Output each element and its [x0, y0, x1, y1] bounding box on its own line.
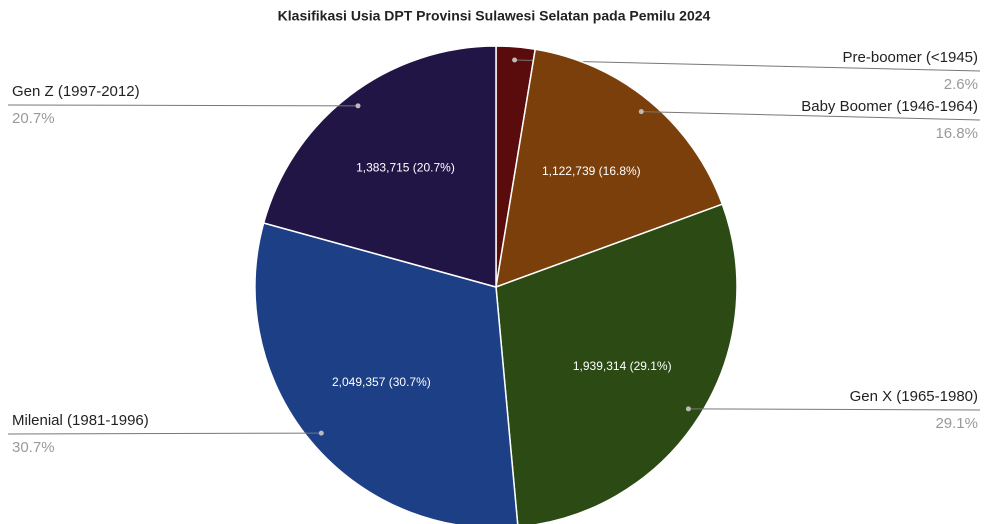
legend-label: Pre-boomer (<1945) — [843, 49, 978, 66]
leader-dot — [512, 57, 518, 63]
percent-label: 16.8% — [935, 125, 978, 142]
leader-line — [7, 432, 322, 435]
leader-line — [641, 111, 981, 121]
legend-label: Milenial (1981-1996) — [12, 412, 149, 429]
percent-label: 29.1% — [935, 415, 978, 432]
legend-label: Gen Z (1997-2012) — [12, 83, 140, 100]
legend-label: Gen X (1965-1980) — [850, 388, 978, 405]
legend-label: Baby Boomer (1946-1964) — [801, 98, 978, 115]
pie-slice — [262, 45, 497, 288]
leader-dot — [638, 109, 644, 115]
slice-value-label: 1,939,314 (29.1%) — [573, 359, 672, 373]
pie-slice — [254, 222, 519, 524]
chart-title: Klasifikasi Usia DPT Provinsi Sulawesi S… — [278, 8, 711, 24]
slice-value-label: 2,049,357 (30.7%) — [332, 375, 431, 389]
leader-line — [7, 104, 358, 107]
percent-label: 20.7% — [12, 110, 55, 127]
leader-dot — [318, 430, 324, 436]
leader-dot — [355, 103, 361, 109]
leader-dot — [685, 406, 691, 412]
pie-slice — [495, 48, 724, 289]
percent-label: 30.7% — [12, 439, 55, 456]
pie-slice — [495, 203, 738, 524]
percent-label: 2.6% — [944, 76, 978, 93]
leader-line — [688, 408, 981, 411]
slice-value-label: 1,122,739 (16.8%) — [542, 164, 641, 178]
slice-value-label: 1,383,715 (20.7%) — [356, 160, 455, 174]
leader-line — [514, 59, 981, 72]
